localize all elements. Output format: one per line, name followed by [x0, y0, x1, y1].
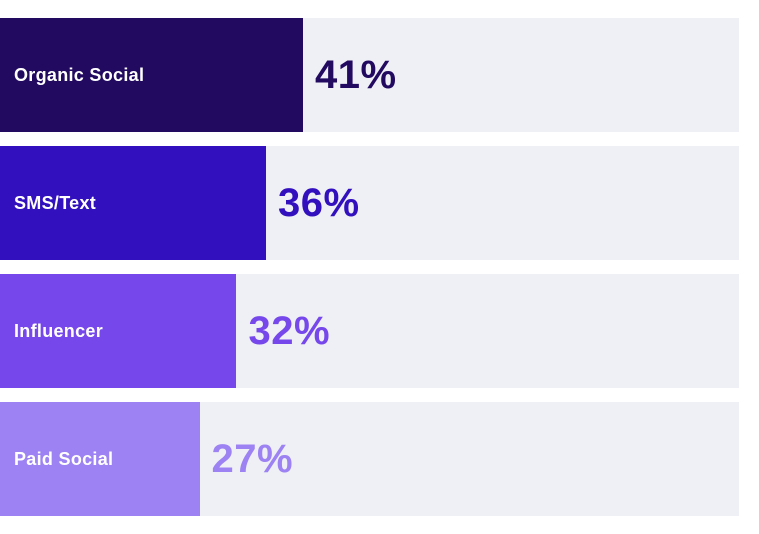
bar-sms-text: SMS/Text — [0, 146, 267, 260]
value-label: 36% — [278, 180, 360, 225]
bar-label: SMS/Text — [14, 192, 97, 213]
value-label: 32% — [248, 308, 331, 353]
bar-organic-social: Organic Social — [0, 18, 303, 132]
bar-row-paid-social: Paid Social 27% — [0, 402, 739, 516]
bar-label: Organic Social — [14, 64, 145, 85]
value-label: 27% — [211, 436, 294, 481]
bar-label: Paid Social — [14, 448, 114, 469]
bar-paid-social: Paid Social — [0, 402, 200, 516]
bar-row-organic-social: Organic Social 41% — [0, 18, 739, 132]
value-label: 41% — [314, 52, 397, 97]
bar-label: Influencer — [14, 320, 104, 341]
bar-influencer: Influencer — [0, 274, 237, 388]
bar-row-influencer: Influencer 32% — [0, 274, 739, 388]
bar-row-sms-text: SMS/Text 36% — [0, 146, 739, 260]
